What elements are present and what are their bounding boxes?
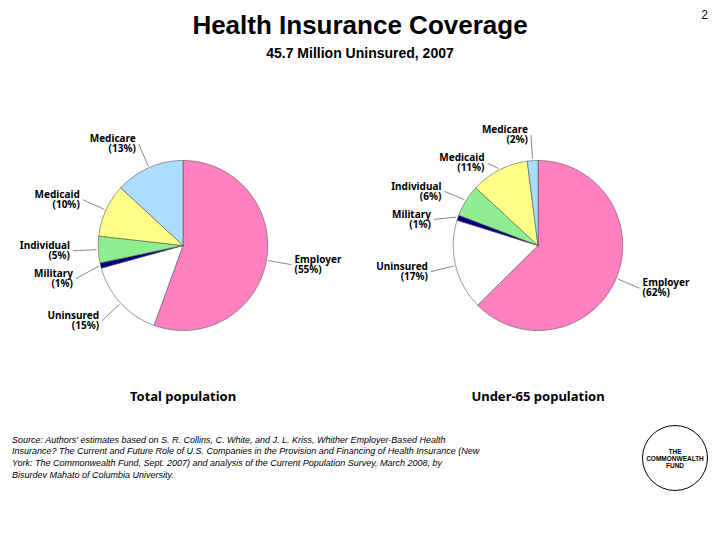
svg-text:Employer(62%): Employer(62%) [643, 275, 690, 299]
svg-text:Uninsured(17%): Uninsured(17%) [376, 259, 428, 283]
svg-text:Individual(6%): Individual(6%) [391, 179, 441, 203]
svg-text:Medicare(2%): Medicare(2%) [482, 122, 528, 146]
html-text:45.7 Million Uninsured, 2007: 45.7 Million Uninsured, 2007 [266, 45, 454, 61]
svg-text:Medicare(13%): Medicare(13%) [90, 131, 136, 155]
html-text:2: 2 [701, 8, 708, 22]
svg-text:Medicaid(11%): Medicaid(11%) [439, 150, 484, 174]
svg-text:Military(1%): Military(1%) [34, 266, 73, 290]
html-text:Source: Authors' estimates bas: Source: Authors' estimates based on S. R… [12, 434, 480, 480]
svg-text:Total population: Total population [130, 387, 236, 405]
svg-text:Employer(55%): Employer(55%) [295, 252, 342, 276]
svg-text:Uninsured(15%): Uninsured(15%) [47, 308, 99, 332]
svg-text:Military(1%): Military(1%) [392, 207, 431, 231]
svg-text:Medicaid(10%): Medicaid(10%) [35, 187, 80, 211]
svg-text:Under-65 population: Under-65 population [471, 387, 604, 405]
html-text:THE COMMONWEALTH FUND: THE COMMONWEALTH FUND [646, 447, 704, 469]
html-text:Health Insurance Coverage: Health Insurance Coverage [192, 10, 528, 40]
svg-text:Individual(5%): Individual(5%) [20, 238, 70, 262]
